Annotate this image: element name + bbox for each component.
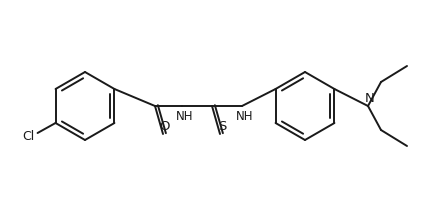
Text: N: N [365, 92, 375, 106]
Text: S: S [218, 120, 226, 132]
Text: NH: NH [236, 110, 254, 123]
Text: NH: NH [176, 110, 194, 123]
Text: Cl: Cl [23, 131, 35, 144]
Text: O: O [160, 120, 170, 132]
